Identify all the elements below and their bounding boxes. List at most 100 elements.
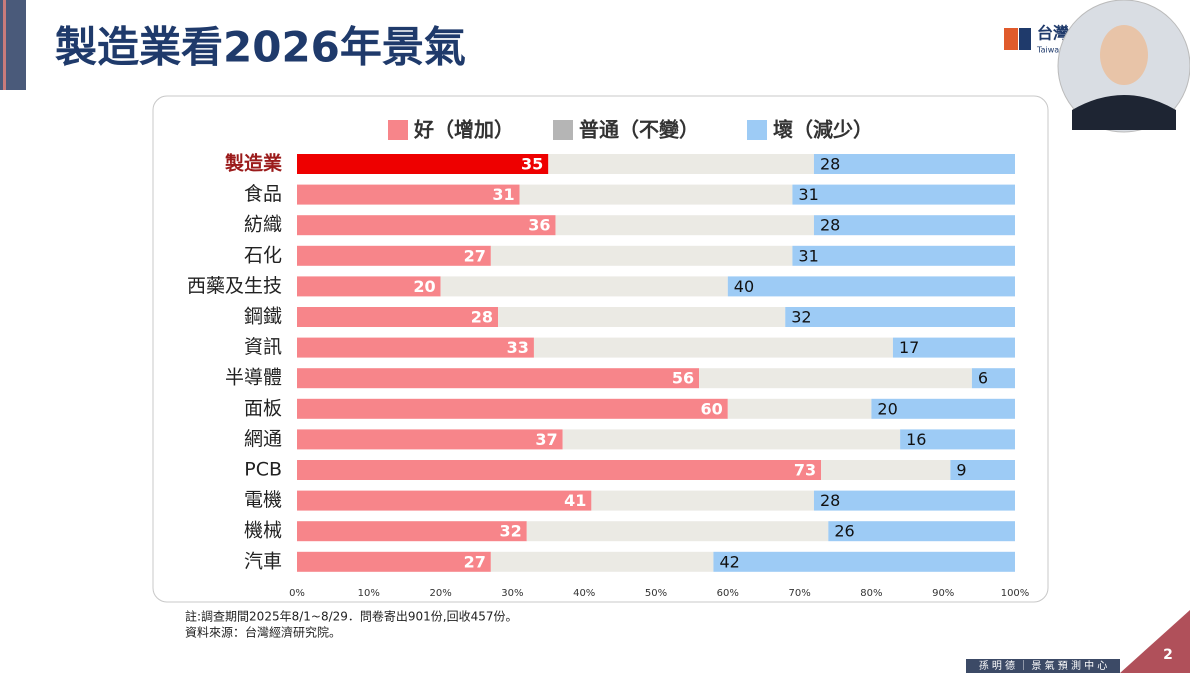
value-label: 31 [492, 185, 514, 204]
bar-segment [297, 429, 563, 450]
bar-segment [971, 368, 1015, 389]
category-label: 紡織 [244, 214, 282, 236]
x-tick-label: 30% [501, 588, 523, 599]
category-label: PCB [244, 459, 282, 481]
legend-swatch [553, 120, 573, 140]
category-label: 石化 [244, 244, 282, 266]
legend-label: 壞（減少） [773, 118, 873, 142]
category-label: 面板 [244, 397, 282, 419]
bar-segment [297, 368, 700, 389]
category-label: 半導體 [225, 367, 282, 389]
bar-segment [813, 490, 1015, 511]
bar-segment [548, 154, 814, 174]
bar-segment [297, 521, 527, 542]
value-label: 20 [413, 277, 435, 296]
bar-segment [555, 215, 814, 236]
legend-swatch [747, 120, 767, 140]
x-tick-label: 40% [573, 588, 595, 599]
value-label: 28 [820, 216, 840, 235]
value-label: 17 [899, 338, 919, 357]
value-label: 20 [877, 399, 897, 418]
corner-decor [1120, 610, 1190, 673]
value-label: 27 [464, 552, 486, 571]
x-tick-label: 20% [429, 588, 451, 599]
x-tick-label: 10% [358, 588, 380, 599]
page-number: 2 [1163, 647, 1173, 663]
bar-segment [562, 429, 901, 450]
bar-segment [727, 276, 1015, 297]
webcam-face [1100, 25, 1148, 85]
bar-segment [490, 551, 714, 572]
note: 註:調查期間2025年8/1~8/29．問卷寄出901份,回收457份。 [185, 609, 518, 624]
category-label: 西藥及生技 [187, 275, 282, 297]
value-label: 42 [719, 552, 739, 571]
x-tick-label: 0% [289, 588, 305, 599]
bar-segment [813, 154, 1015, 174]
value-label: 9 [956, 461, 966, 480]
bar-segment [297, 154, 549, 174]
bar-segment [297, 245, 491, 266]
legend-label: 普通（不變） [579, 118, 699, 142]
category-label: 製造業 [224, 152, 283, 175]
x-tick-label: 50% [645, 588, 667, 599]
bar-segment [699, 368, 972, 389]
value-label: 28 [820, 155, 840, 174]
legend-label: 好（增加） [413, 118, 514, 142]
bar-segment [297, 276, 441, 297]
bar-segment [785, 307, 1015, 327]
value-label: 27 [464, 246, 486, 265]
legend-swatch [388, 120, 408, 140]
slide-title: 製造業看2026年景氣 [55, 23, 466, 72]
bar-segment [297, 307, 499, 327]
value-label: 31 [798, 185, 818, 204]
value-label: 31 [798, 246, 818, 265]
bar-segment [297, 337, 534, 358]
value-label: 32 [499, 522, 521, 541]
bar-segment [792, 245, 1015, 266]
bar-segment [713, 551, 1015, 572]
value-label: 16 [906, 430, 926, 449]
footer-text: 孫 明 德 ｜ 景 氣 預 測 中 心 [979, 659, 1108, 672]
bar-segment [828, 521, 1015, 542]
value-label: 28 [471, 308, 493, 327]
value-label: 32 [791, 308, 811, 327]
value-label: 28 [820, 491, 840, 510]
bar-segment [297, 398, 728, 419]
category-label: 鋼鐵 [244, 306, 282, 328]
value-label: 35 [521, 155, 543, 174]
logo-text: 台灣 [1037, 24, 1069, 43]
value-label: 26 [834, 522, 854, 541]
bar-segment [519, 184, 793, 205]
value-label: 60 [701, 399, 723, 418]
bar-segment [900, 429, 1015, 450]
bar-segment [498, 307, 786, 327]
category-label: 汽車 [244, 550, 282, 572]
value-label: 33 [507, 338, 529, 357]
logo-subtext: Taiwan [1036, 46, 1064, 55]
value-label: 73 [794, 461, 816, 480]
bar-segment [727, 398, 872, 419]
bar-segment [297, 184, 520, 205]
bar-segment [892, 337, 1015, 358]
bar-segment [526, 521, 829, 542]
x-tick-label: 100% [1001, 588, 1030, 599]
category-label: 機械 [244, 520, 282, 542]
bar-segment [591, 490, 814, 511]
category-label: 網通 [244, 428, 282, 450]
bar-segment [440, 276, 728, 297]
footer-bar [966, 659, 1120, 673]
value-label: 40 [734, 277, 754, 296]
value-label: 41 [564, 491, 586, 510]
bar-segment [490, 245, 793, 266]
accent-stripe [3, 0, 6, 90]
x-tick-label: 80% [860, 588, 882, 599]
bar-segment [297, 490, 592, 511]
webcam-suit [1072, 95, 1176, 130]
category-label: 電機 [244, 489, 282, 511]
x-tick-label: 90% [932, 588, 954, 599]
value-label: 36 [528, 216, 550, 235]
value-label: 37 [535, 430, 557, 449]
bar-segment [871, 398, 1015, 419]
